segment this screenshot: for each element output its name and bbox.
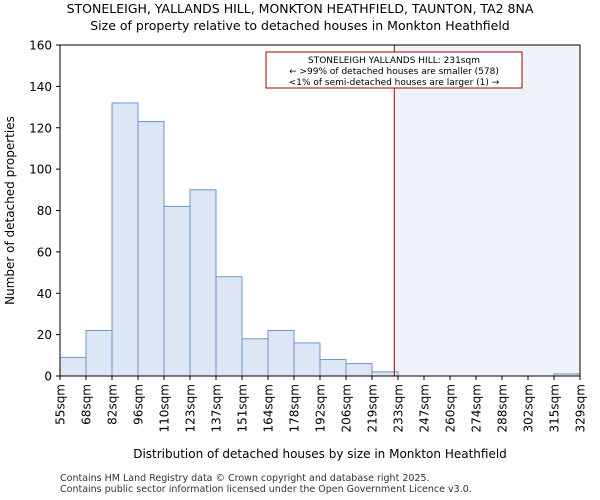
x-tick-label: 247sqm — [418, 384, 432, 432]
x-tick-label: 164sqm — [262, 384, 276, 432]
x-tick-label: 219sqm — [366, 384, 380, 432]
y-tick-label: 60 — [37, 245, 52, 259]
y-tick-label: 40 — [37, 287, 52, 301]
histogram-bar — [345, 363, 373, 377]
y-tick-label: 160 — [29, 39, 52, 53]
x-tick-label: 82sqm — [106, 384, 120, 425]
chart-subtitle: Size of property relative to detached ho… — [90, 18, 510, 33]
x-tick-label: 302sqm — [522, 384, 536, 432]
x-tick-label: 329sqm — [574, 384, 588, 432]
x-tick-label: 288sqm — [496, 384, 510, 432]
y-tick-label: 20 — [37, 328, 52, 342]
histogram-bar — [137, 121, 165, 377]
histogram-bar — [293, 342, 321, 377]
x-tick-label: 137sqm — [210, 384, 224, 432]
annotation-box: STONELEIGH YALLANDS HILL: 231sqm ← >99% … — [265, 51, 523, 89]
histogram-bar — [241, 338, 269, 377]
x-tick-label: 55sqm — [54, 384, 68, 425]
x-tick-label: 206sqm — [340, 384, 354, 432]
x-tick-label: 178sqm — [288, 384, 302, 432]
histogram-bar — [59, 356, 87, 377]
histogram-bar — [319, 358, 347, 377]
x-tick-label: 151sqm — [236, 384, 250, 432]
histogram-bar — [189, 189, 217, 377]
footer-copyright: Contains HM Land Registry data © Crown c… — [60, 473, 430, 484]
footer-licence: Contains public sector information licen… — [60, 484, 472, 495]
x-tick-label: 110sqm — [158, 384, 172, 432]
annotation-line-1: STONELEIGH YALLANDS HILL: 231sqm — [308, 56, 480, 66]
highlight-region — [394, 45, 580, 376]
x-tick-label: 68sqm — [80, 384, 94, 425]
x-tick-label: 274sqm — [470, 384, 484, 432]
y-tick-label: 0 — [44, 370, 52, 384]
histogram-bar — [111, 102, 139, 377]
y-tick-label: 140 — [29, 80, 52, 94]
histogram-bar — [215, 276, 243, 377]
x-tick-label: 192sqm — [314, 384, 328, 432]
x-tick-label: 260sqm — [444, 384, 458, 432]
annotation-line-3: <1% of semi-detached houses are larger (… — [289, 78, 500, 88]
chart-title: STONELEIGH, YALLANDS HILL, MONKTON HEATH… — [66, 1, 534, 16]
y-tick-label: 80 — [37, 204, 52, 218]
annotation-line-2: ← >99% of detached houses are smaller (5… — [289, 67, 499, 77]
plot-frame — [59, 44, 581, 377]
x-tick-label: 96sqm — [132, 384, 146, 425]
y-tick-label: 100 — [29, 163, 52, 177]
histogram-bar — [267, 329, 295, 377]
x-tick-label: 315sqm — [548, 384, 562, 432]
x-tick-label: 123sqm — [184, 384, 198, 432]
y-tick-label: 120 — [29, 121, 52, 135]
y-axis-label: Number of detached properties — [3, 116, 17, 305]
histogram-bar — [85, 329, 113, 377]
x-tick-label: 233sqm — [392, 384, 406, 432]
histogram-bar — [163, 205, 191, 377]
x-axis-label: Distribution of detached houses by size … — [133, 447, 507, 461]
